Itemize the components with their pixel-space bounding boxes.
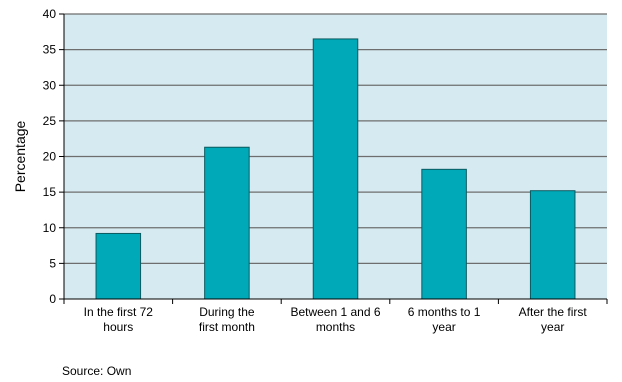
- y-tick-label: 35: [43, 43, 57, 57]
- y-tick-label: 0: [49, 292, 56, 306]
- x-tick-label: After the first: [519, 305, 588, 319]
- source-note: Source: Own: [62, 364, 132, 378]
- y-axis-title: Percentage: [12, 120, 28, 192]
- x-tick-label: During the: [199, 305, 255, 319]
- y-tick-label: 25: [43, 114, 57, 128]
- x-tick-label: first month: [199, 320, 255, 334]
- axes: [59, 13, 608, 304]
- x-tick-label: 6 months to 1: [408, 305, 481, 319]
- x-tick-label: year: [541, 320, 564, 334]
- x-tick-label: months: [316, 320, 355, 334]
- y-tick-labels: 0 5 10 15 20 25 30 35 40: [43, 7, 57, 306]
- y-tick-label: 15: [43, 185, 57, 199]
- bars: [95, 38, 576, 300]
- y-tick-label: 10: [43, 221, 57, 235]
- bar: [312, 38, 359, 300]
- y-tick-label: 30: [43, 78, 57, 92]
- x-tick-label: Between 1 and 6: [290, 305, 380, 319]
- x-tick-label: In the first 72: [84, 305, 154, 319]
- y-tick-label: 5: [49, 256, 56, 270]
- x-tick-label: year: [432, 320, 455, 334]
- bar: [421, 168, 467, 300]
- bar: [95, 232, 142, 300]
- y-tick-label: 40: [43, 7, 57, 21]
- y-tick-label: 20: [43, 150, 57, 164]
- x-tick-label: hours: [103, 320, 133, 334]
- bar: [529, 190, 576, 300]
- bar: [204, 146, 250, 300]
